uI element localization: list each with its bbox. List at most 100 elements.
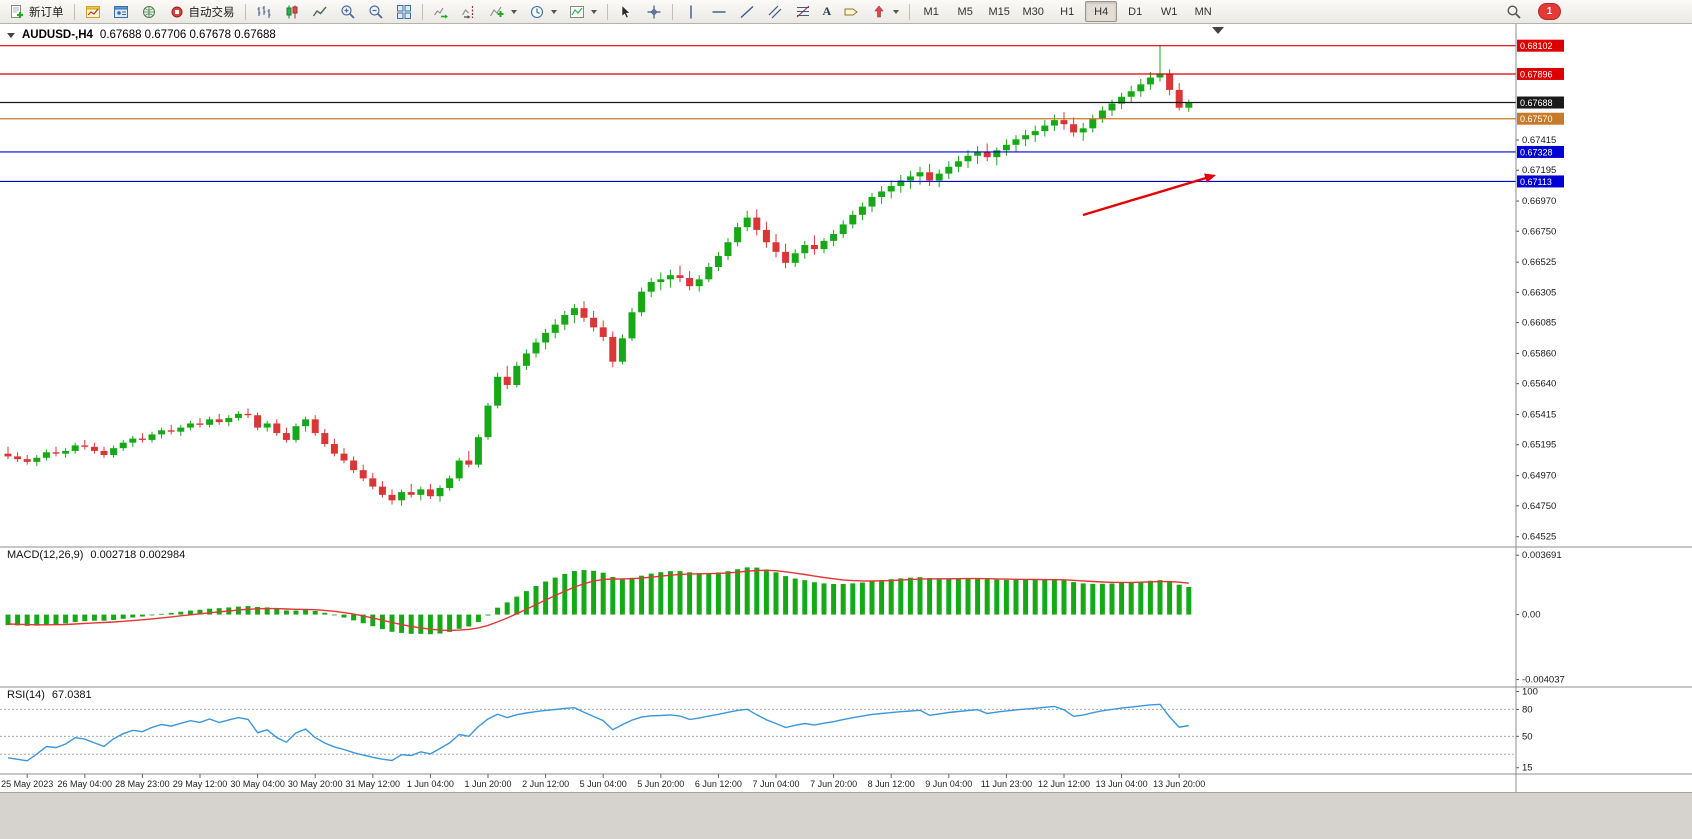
new-chart-icon (85, 5, 100, 18)
templates-button[interactable] (564, 1, 602, 23)
price-tick-label: 0.65860 (1522, 348, 1556, 359)
search-button[interactable] (1501, 1, 1527, 23)
candle-body (858, 206, 866, 215)
bar-chart-mode-button[interactable] (251, 1, 277, 23)
candle-body (532, 342, 540, 354)
timeframe-m5-button[interactable]: M5 (957, 5, 973, 18)
search-icon (1507, 4, 1521, 19)
horizontal-line-tool-button[interactable] (706, 1, 732, 23)
candle-body (1041, 125, 1049, 132)
macd-indicator-label: MACD(12,26,9) 0.002718 0.002984 (7, 549, 185, 561)
vertical-line-tool-button[interactable] (678, 1, 704, 23)
candle-body (263, 423, 271, 428)
chart-window[interactable]: 0.68102 0.67896 0.67688 0.67570 0.67328 0.671… (0, 24, 1692, 792)
timeframe-h4-button[interactable]: H4 (1085, 1, 1118, 22)
zoom-in-button[interactable] (335, 1, 361, 23)
timeframe-d1-button[interactable]: D1 (1128, 5, 1143, 18)
fibonacci-tool-button[interactable] (790, 1, 816, 23)
time-axis-label: 5 Jun 20:00 (637, 779, 684, 789)
time-axis-label: 29 May 12:00 (173, 779, 228, 789)
candle-body (676, 275, 684, 278)
candle-body (311, 419, 319, 434)
toolbar-separator (421, 3, 423, 20)
timeframe-h1-button[interactable]: H1 (1060, 5, 1075, 18)
arrows-tool-button[interactable] (866, 1, 904, 23)
zoom-out-button[interactable] (363, 1, 389, 23)
candle-body (254, 415, 262, 428)
crosshair-tool-button[interactable] (641, 1, 667, 23)
notification-badge[interactable]: 1 (1539, 4, 1560, 19)
profiles-icon (113, 5, 128, 18)
candle-body (724, 242, 732, 256)
candle-body (878, 191, 886, 197)
candle-body (820, 240, 828, 250)
timeframe-w1-button[interactable]: W1 (1160, 5, 1178, 18)
trendline-tool-button[interactable] (734, 1, 760, 23)
macd-title: MACD(12,26,9) (7, 549, 84, 561)
profiles-button[interactable] (108, 1, 134, 23)
auto-trading-button[interactable]: 自动交易 (164, 1, 240, 23)
time-axis[interactable] (0, 774, 1692, 792)
time-axis-label: 7 Jun 04:00 (752, 779, 799, 789)
price-tick-label: 0.65640 (1522, 379, 1556, 390)
candle-body (590, 317, 598, 328)
candle-body (81, 445, 89, 447)
line-chart-mode-button[interactable] (307, 1, 333, 23)
candlestick-mode-button[interactable] (279, 1, 305, 23)
candle-body (1137, 84, 1145, 92)
price-tag (1517, 96, 1564, 109)
vertical-line-icon (689, 5, 692, 18)
text-tool-button[interactable]: A (818, 1, 837, 23)
candle-body (1175, 89, 1183, 108)
macd-pane[interactable] (0, 547, 1692, 687)
toolbar-separator (244, 3, 246, 20)
timeframe-mn-button[interactable]: MN (1194, 5, 1212, 18)
time-axis-label: 12 Jun 12:00 (1038, 779, 1090, 789)
price-tag-label: 0.67570 (1520, 114, 1553, 124)
candle-body (138, 438, 146, 440)
time-axis-label: 1 Jun 20:00 (464, 779, 511, 789)
periods-button[interactable] (524, 1, 562, 23)
candle-body (1185, 102, 1193, 108)
timeframe-m1-button[interactable]: M1 (923, 5, 939, 18)
status-strip (0, 792, 1692, 839)
trend-arrow-annotation[interactable] (1082, 175, 1211, 217)
symbol-dropdown-icon[interactable] (7, 32, 15, 38)
candle-body (494, 376, 502, 406)
channel-tool-button[interactable] (762, 1, 788, 23)
new-order-button[interactable]: 新订单 (4, 1, 69, 23)
candle-body (14, 456, 22, 460)
auto-scroll-button[interactable] (428, 1, 454, 23)
data-window-button[interactable] (136, 1, 162, 23)
price-tick-label: 0.66085 (1522, 318, 1556, 329)
new-chart-button[interactable] (80, 1, 106, 23)
time-axis-label: 30 May 20:00 (288, 779, 343, 789)
tile-windows-button[interactable] (391, 1, 417, 23)
indicators-button[interactable] (484, 1, 522, 23)
timeframe-m30-button[interactable]: M30 (1022, 5, 1044, 18)
candle-body (810, 245, 818, 250)
candle-body (647, 282, 655, 292)
new-order-label: 新订单 (29, 6, 64, 19)
fibonacci-icon (796, 5, 809, 17)
chart-shift-marker[interactable] (1212, 27, 1224, 34)
cursor-tool-button[interactable] (613, 1, 639, 23)
macd-signal-line (7, 569, 1189, 632)
candle-body (1118, 96, 1126, 104)
text-label-tool-button[interactable] (838, 1, 864, 23)
chart-shift-button[interactable] (456, 1, 482, 23)
label-icon (844, 8, 859, 15)
timeframe-m15-button[interactable]: M15 (988, 5, 1010, 18)
candle-body (599, 327, 607, 337)
main-price-pane[interactable] (0, 24, 1692, 547)
candle-body (378, 486, 386, 495)
chart-canvas[interactable]: 0.68102 0.67896 0.67688 0.67570 0.67328 0.671… (0, 24, 1692, 792)
rsi-pane[interactable] (0, 687, 1692, 774)
candle-body (1031, 131, 1039, 136)
candle-body (129, 438, 137, 443)
time-axis-label: 1 Jun 04:00 (407, 779, 454, 789)
candle-body (474, 437, 482, 465)
time-axis-label: 25 May 2023 (1, 779, 53, 789)
price-tick-label: 0.64525 (1522, 532, 1556, 543)
candle-body (887, 185, 895, 192)
